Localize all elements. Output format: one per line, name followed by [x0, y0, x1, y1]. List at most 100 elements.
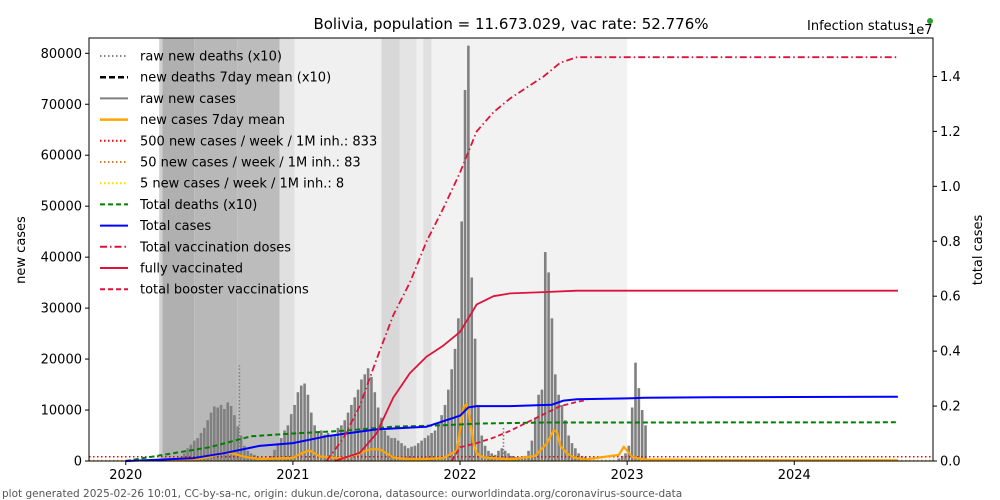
legend-label: new deaths 7day mean (x10)	[140, 71, 331, 86]
footer-credit: plot generated 2025-02-26 10:01, CC-by-s…	[2, 488, 682, 500]
raw-new-cases-bar	[182, 453, 186, 461]
y-left-tick-label: 30000	[41, 302, 82, 317]
y-right-tick-label: 0.0	[940, 455, 961, 470]
raw-new-cases-bar	[306, 394, 310, 461]
raw-new-cases-bar	[229, 405, 233, 461]
x-tick-label: 2023	[611, 468, 644, 483]
background-band	[423, 38, 432, 461]
background-band	[159, 38, 163, 461]
raw-new-cases-bar	[497, 450, 500, 461]
raw-new-cases-bar	[279, 438, 283, 461]
raw-new-cases-bar	[266, 459, 270, 461]
raw-new-cases-bar	[213, 406, 216, 461]
raw-new-cases-bar	[634, 362, 637, 461]
background-band	[279, 38, 295, 461]
raw-new-cases-bar	[309, 412, 313, 461]
raw-new-cases-bar	[450, 369, 453, 461]
raw-new-cases-bar	[547, 272, 550, 461]
raw-new-cases-bar	[457, 318, 460, 461]
fully-vaccinated-line	[334, 289, 898, 462]
raw-new-cases-bar	[460, 221, 463, 461]
raw-new-cases-bar	[564, 420, 567, 461]
y-axis-right: 0.0 0.2 0.4 0.6 0.8 1.0 1.2 1.4	[933, 70, 961, 470]
total-vaccination-doses-line	[325, 56, 898, 462]
new-cases-7day-mean-line	[159, 402, 898, 462]
raw-new-cases-bar	[383, 430, 387, 461]
y-right-tick-label: 1.0	[940, 180, 961, 195]
legend-label: total booster vaccinations	[140, 283, 309, 298]
x-tick-label: 2020	[109, 468, 142, 483]
raw-new-cases-bar	[326, 432, 330, 461]
y-right-tick-label: 0.6	[940, 290, 961, 305]
raw-new-cases-bar	[560, 404, 564, 461]
y-left-tick-label: 10000	[41, 404, 82, 419]
raw-new-cases-bar	[356, 389, 360, 461]
raw-new-cases-bar	[289, 414, 293, 461]
raw-new-cases-bar	[316, 432, 320, 461]
raw-new-cases-bar	[447, 389, 450, 461]
y-right-tick-label: 1.4	[940, 70, 961, 85]
legend-label: fully vaccinated	[140, 262, 243, 277]
raw-new-cases-bar	[206, 420, 209, 461]
raw-new-cases-bar	[500, 448, 504, 461]
raw-new-cases-bar	[199, 432, 203, 461]
raw-new-cases-bar	[263, 458, 266, 461]
raw-new-cases-bar	[503, 450, 507, 461]
raw-new-cases-bar	[303, 383, 306, 461]
raw-new-cases-bar	[390, 438, 393, 461]
y-left-tick-label: 60000	[41, 149, 82, 164]
raw-new-cases-bar	[530, 440, 534, 461]
raw-new-cases-bar	[376, 407, 380, 461]
raw-new-cases-bar	[430, 432, 433, 461]
legend-label: raw new deaths (x10)	[140, 50, 282, 65]
infection-status-label: Infection status:	[807, 19, 912, 34]
legend-label: 5 new cases / week / 1M inh.: 8	[140, 177, 344, 192]
raw-new-cases-bar	[574, 448, 577, 461]
raw-new-cases-bar	[433, 430, 437, 461]
raw-new-cases-bar	[410, 446, 413, 461]
raw-new-cases-bar	[443, 404, 447, 461]
raw-new-cases-bar	[320, 430, 323, 461]
raw-new-cases-bar	[393, 438, 397, 461]
y-left-tick-label: 80000	[41, 47, 82, 62]
raw-new-cases-bar	[192, 440, 196, 461]
raw-new-cases-bar	[423, 438, 427, 461]
raw-new-cases-bar	[453, 348, 457, 461]
raw-new-cases-bar	[396, 440, 400, 461]
background-band	[237, 38, 280, 461]
raw-new-cases-bar	[273, 449, 276, 461]
raw-new-cases-bar	[543, 252, 547, 461]
y-left-tick-label: 40000	[41, 251, 82, 266]
raw-new-cases-bar	[226, 402, 230, 461]
raw-new-cases-bar	[346, 412, 350, 461]
y-left-tick-label: 50000	[41, 200, 82, 215]
y-axis-left-label: new cases	[14, 216, 29, 284]
background-band	[381, 38, 400, 461]
legend-label: Total deaths (x10)	[139, 198, 257, 213]
raw-new-cases-bar	[540, 389, 544, 461]
raw-new-cases-bar	[186, 448, 189, 461]
raw-new-cases-bar	[313, 425, 316, 461]
y-right-tick-label: 1.2	[940, 125, 961, 140]
background-band	[416, 38, 424, 461]
x-tick-label: 2022	[443, 468, 476, 483]
y-axis-left: 0 10000 20000 30000 40000 50000 60000 70000 8000…	[41, 47, 89, 470]
raw-new-cases-bar	[203, 427, 206, 461]
raw-new-cases-bar	[617, 458, 621, 461]
raw-new-cases-bar	[246, 450, 250, 461]
raw-new-cases-bar	[426, 435, 430, 461]
raw-new-cases-bar	[380, 417, 383, 461]
infection-status-indicator	[927, 18, 933, 24]
raw-new-cases-bar	[243, 445, 246, 461]
raw-new-cases-bar	[363, 374, 367, 461]
raw-new-cases-bar	[296, 392, 300, 461]
raw-new-cases-bar	[330, 435, 333, 461]
total-cases-line	[125, 395, 898, 462]
raw-new-cases-bar	[463, 89, 467, 462]
total-deaths-line	[125, 421, 898, 462]
raw-new-cases-bar	[403, 445, 407, 461]
raw-new-cases-bar	[373, 392, 377, 461]
raw-new-cases-bar	[630, 407, 634, 461]
raw-new-cases-bar	[483, 445, 487, 461]
